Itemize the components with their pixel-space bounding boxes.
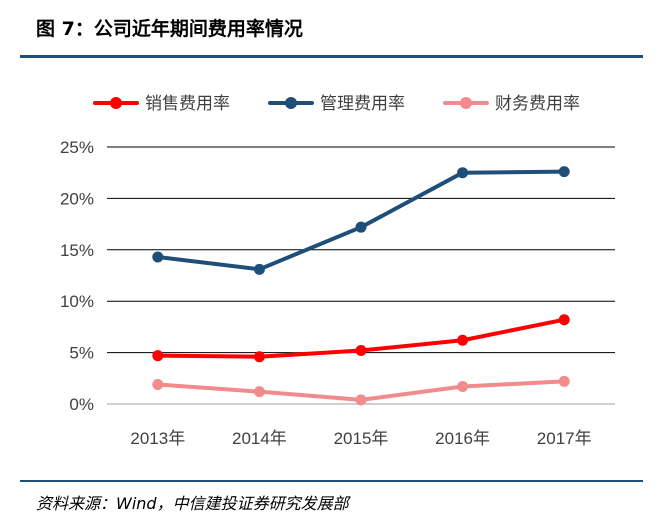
- legend-swatch-marker: [285, 97, 297, 109]
- legend-swatch-marker: [110, 97, 122, 109]
- legend-label: 管理费用率: [320, 94, 405, 114]
- legend-swatch-marker: [460, 97, 472, 109]
- legend-label: 财务费用率: [495, 94, 580, 114]
- y-tick-label: 20%: [60, 189, 94, 208]
- data-point: [558, 375, 570, 387]
- data-point: [253, 263, 265, 275]
- x-tick-label: 2013年: [130, 429, 185, 448]
- data-point: [457, 167, 469, 179]
- source-note: 资料来源：Wind，中信建投证券研究发展部: [36, 494, 349, 513]
- data-point: [355, 394, 367, 406]
- y-tick-label: 5%: [69, 344, 94, 363]
- data-point: [457, 381, 469, 393]
- data-point: [253, 351, 265, 363]
- y-tick-label: 15%: [60, 241, 94, 260]
- x-tick-label: 2015年: [334, 429, 389, 448]
- series-line-2: [155, 169, 567, 272]
- y-tick-label: 25%: [60, 138, 94, 157]
- data-point: [152, 350, 164, 362]
- line-chart: 0% 5% 10% 15% 20% 25% 2013年 2014年 2015年 2016年 2017…: [60, 94, 615, 448]
- y-tick-label: 10%: [60, 292, 94, 311]
- data-point: [152, 378, 164, 390]
- data-point: [558, 314, 570, 326]
- data-point: [558, 166, 570, 178]
- y-tick-label: 0%: [69, 395, 94, 414]
- x-tick-label: 2017年: [537, 429, 592, 448]
- bottom-divider: [20, 480, 643, 482]
- data-point: [355, 221, 367, 233]
- figure-title: 图 7：公司近年期间费用率情况: [36, 18, 303, 40]
- legend-label: 销售费用率: [145, 94, 230, 114]
- data-point: [355, 345, 367, 357]
- data-point: [253, 386, 265, 398]
- data-point: [152, 251, 164, 263]
- data-point: [457, 334, 469, 346]
- top-divider: [20, 55, 643, 58]
- x-tick-label: 2016年: [435, 429, 490, 448]
- x-tick-label: 2014年: [232, 429, 287, 448]
